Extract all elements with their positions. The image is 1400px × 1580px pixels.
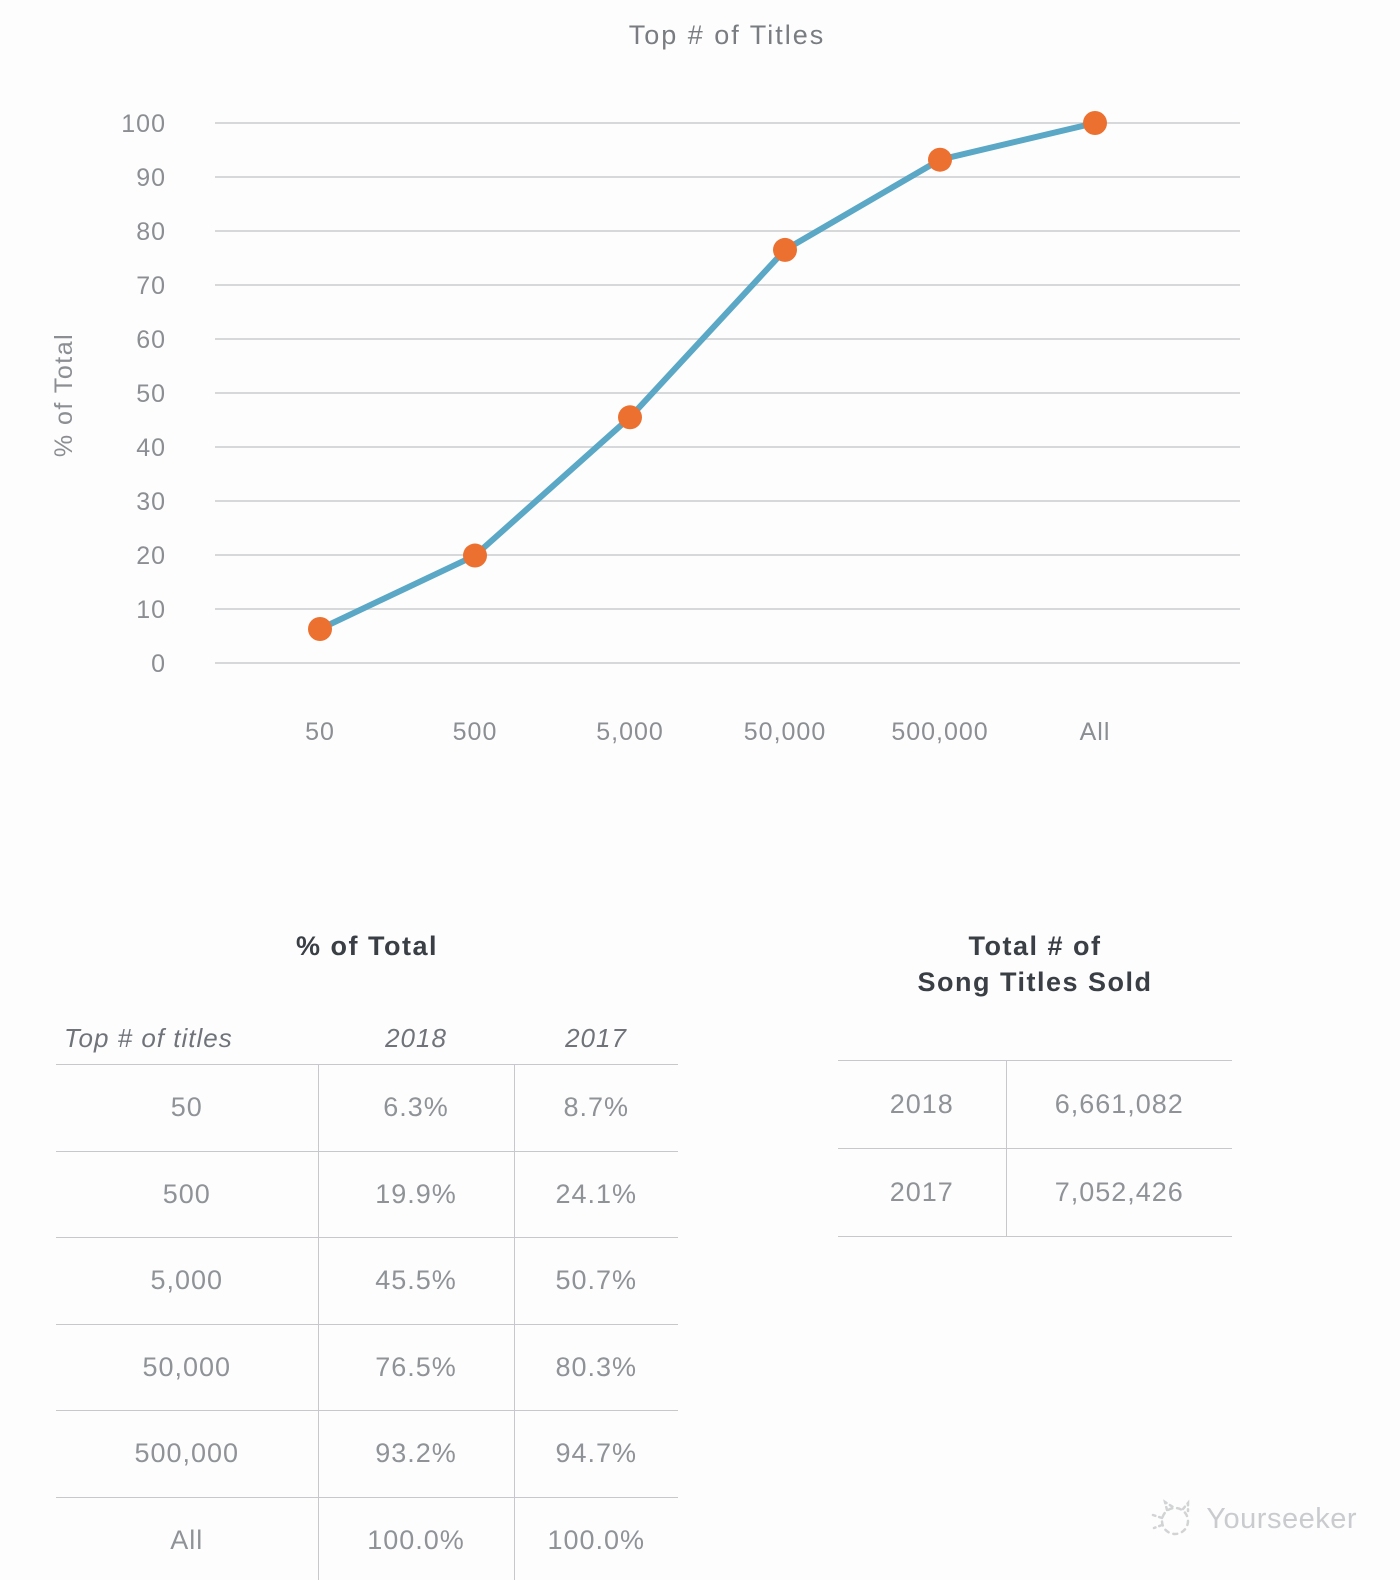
cell-2017: 94.7% bbox=[514, 1410, 678, 1498]
x-tick-label: 500 bbox=[453, 718, 498, 746]
cell-top-titles: 500,000 bbox=[56, 1410, 318, 1498]
titles-sold-table: 2018 6,661,082 2017 7,052,426 bbox=[838, 1060, 1232, 1237]
x-tick-label: 5,000 bbox=[596, 718, 664, 746]
cell-2018: 76.5% bbox=[317, 1324, 515, 1411]
x-tick-label: 50 bbox=[305, 718, 335, 746]
gridlines bbox=[215, 122, 1240, 664]
cell-top-titles: 50,000 bbox=[56, 1324, 318, 1411]
cell-2017: 24.1% bbox=[514, 1151, 678, 1238]
cell-top-titles: 500 bbox=[56, 1151, 318, 1238]
column-header-2017: 2017 bbox=[514, 1012, 678, 1065]
cell-2017: 50.7% bbox=[514, 1237, 678, 1325]
percent-table-header-row: Top # of titles 2018 2017 bbox=[56, 1012, 678, 1065]
cell-top-titles: 50 bbox=[56, 1064, 318, 1152]
y-tick-label: 0 bbox=[151, 650, 166, 678]
data-point-marker bbox=[463, 543, 487, 568]
cell-2017: 100.0% bbox=[514, 1497, 678, 1580]
data-series bbox=[308, 111, 1107, 641]
table-row: 500,000 93.2% 94.7% bbox=[56, 1410, 678, 1498]
y-tick-label: 60 bbox=[136, 326, 166, 354]
data-point-marker bbox=[308, 616, 332, 641]
table-row: 50 6.3% 8.7% bbox=[56, 1064, 678, 1152]
cell-2018: 6.3% bbox=[317, 1064, 515, 1152]
cat-logo-icon bbox=[1152, 1499, 1190, 1536]
column-header-top-titles: Top # of titles bbox=[56, 1012, 318, 1065]
titles-sold-title-line2: Song Titles Sold bbox=[917, 967, 1153, 997]
series-line bbox=[317, 120, 1098, 632]
cell-year: 2018 bbox=[838, 1060, 1007, 1149]
y-tick-labels: 0 10 20 30 40 50 60 70 80 90 100 bbox=[121, 110, 166, 678]
cell-year: 2017 bbox=[838, 1148, 1007, 1237]
cell-top-titles: All bbox=[56, 1497, 318, 1580]
cell-2017: 80.3% bbox=[514, 1324, 678, 1411]
cell-2017: 8.7% bbox=[514, 1064, 678, 1152]
cell-total-sold: 6,661,082 bbox=[1006, 1060, 1232, 1149]
table-row: All 100.0% 100.0% bbox=[56, 1497, 678, 1580]
line-chart: Top # of Titles % of Total 0 10 20 30 40 50 60… bbox=[50, 20, 1240, 746]
watermark-text: Yourseeker bbox=[1206, 1502, 1357, 1535]
cell-2018: 93.2% bbox=[317, 1410, 515, 1498]
x-tick-label: 500,000 bbox=[891, 718, 988, 746]
table-row: 2017 7,052,426 bbox=[838, 1148, 1232, 1237]
titles-sold-title-line1: Total # of bbox=[968, 931, 1102, 961]
chart-title: Top # of Titles bbox=[629, 20, 826, 50]
table-row: 2018 6,661,082 bbox=[838, 1060, 1232, 1149]
table-row: 5,000 45.5% 50.7% bbox=[56, 1237, 678, 1325]
data-point-marker bbox=[928, 147, 952, 172]
x-tick-label: All bbox=[1080, 718, 1111, 746]
y-tick-label: 80 bbox=[136, 218, 166, 246]
data-point-marker bbox=[773, 237, 797, 262]
column-header-2018: 2018 bbox=[318, 1012, 514, 1065]
data-point-marker bbox=[1083, 111, 1107, 135]
y-tick-label: 70 bbox=[136, 272, 166, 300]
percent-of-total-table: Top # of titles 2018 2017 50 6.3% 8.7% 500 1… bbox=[56, 1012, 678, 1580]
y-tick-label: 100 bbox=[121, 110, 166, 138]
titles-sold-table-title: Total # of Song Titles Sold bbox=[838, 928, 1232, 1000]
y-tick-label: 40 bbox=[136, 434, 166, 462]
x-tick-label: 50,000 bbox=[744, 718, 826, 746]
y-tick-label: 10 bbox=[136, 596, 166, 624]
y-axis-title: % of Total bbox=[50, 333, 78, 457]
table-row: 500 19.9% 24.1% bbox=[56, 1151, 678, 1238]
cell-2018: 45.5% bbox=[317, 1237, 515, 1325]
y-tick-label: 30 bbox=[136, 488, 166, 516]
y-tick-label: 50 bbox=[136, 380, 166, 408]
cell-total-sold: 7,052,426 bbox=[1006, 1148, 1232, 1237]
percent-table-title: % of Total bbox=[296, 931, 438, 961]
table-row: 50,000 76.5% 80.3% bbox=[56, 1324, 678, 1411]
y-tick-label: 90 bbox=[136, 164, 166, 192]
x-tick-labels: 50 500 5,000 50,000 500,000 All bbox=[305, 718, 1111, 746]
cell-top-titles: 5,000 bbox=[56, 1237, 318, 1325]
y-tick-label: 20 bbox=[136, 542, 166, 570]
data-point-marker bbox=[618, 405, 642, 430]
cell-2018: 19.9% bbox=[317, 1151, 515, 1238]
watermark: Yourseeker bbox=[1150, 1498, 1357, 1540]
cell-2018: 100.0% bbox=[317, 1497, 515, 1580]
